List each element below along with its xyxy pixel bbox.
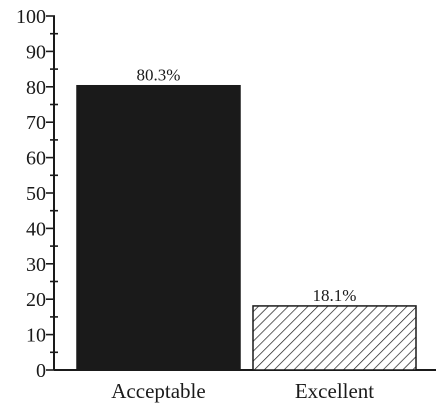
category-label-excellent: Excellent bbox=[295, 379, 374, 403]
y-tick-label: 70 bbox=[26, 112, 46, 134]
y-tick-label: 10 bbox=[26, 325, 46, 347]
y-tick-label: 40 bbox=[26, 218, 46, 240]
y-tick-label: 30 bbox=[26, 254, 46, 276]
data-label-acceptable: 80.3% bbox=[137, 66, 181, 85]
y-tick-label: 60 bbox=[26, 148, 46, 170]
x-axis: Acceptable Excellent bbox=[54, 369, 436, 403]
y-tick-label: 100 bbox=[16, 6, 46, 28]
y-axis: 0 10 20 30 40 50 60 70 80 90 100 bbox=[16, 6, 58, 382]
y-tick-label: 0 bbox=[36, 360, 46, 382]
y-tick-label: 20 bbox=[26, 289, 46, 311]
bar-excellent bbox=[252, 305, 417, 371]
bar-acceptable bbox=[76, 84, 241, 371]
y-tick-label: 50 bbox=[26, 183, 46, 205]
bar-series: 80.3% 18.1% bbox=[76, 66, 417, 371]
y-tick-label: 80 bbox=[26, 77, 46, 99]
data-label-excellent: 18.1% bbox=[313, 286, 357, 305]
y-tick-label: 90 bbox=[26, 41, 46, 63]
category-label-acceptable: Acceptable bbox=[111, 379, 205, 403]
